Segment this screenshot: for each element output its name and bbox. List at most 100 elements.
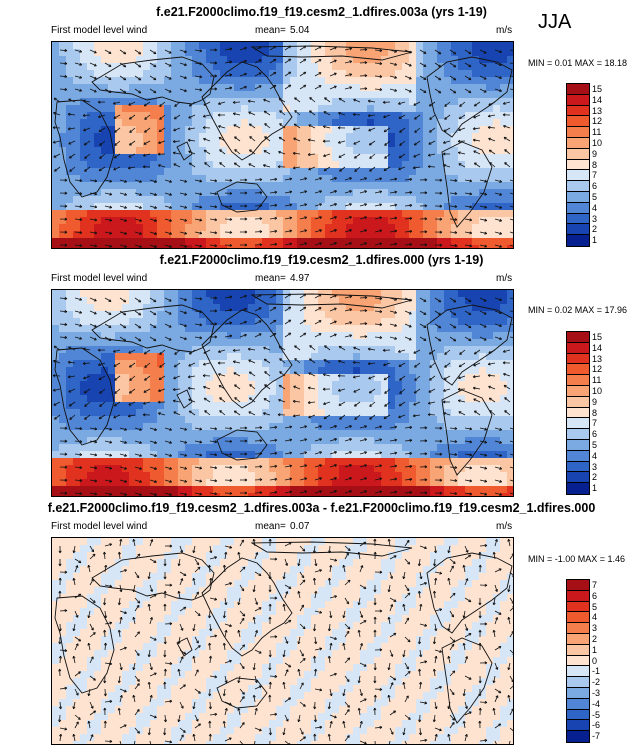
speed-cell: [325, 63, 333, 71]
wind-arrow: [398, 166, 406, 170]
speed-cell: [374, 479, 382, 487]
speed-cell: [507, 381, 513, 389]
speed-cell: [248, 63, 256, 71]
speed-cell: [507, 360, 513, 368]
speed-cell: [500, 119, 508, 127]
speed-cell: [423, 140, 431, 148]
speed-cell: [465, 112, 473, 120]
speed-cell: [507, 311, 513, 319]
wind-arrow: [158, 140, 166, 144]
speed-cell: [318, 63, 326, 71]
speed-cell: [290, 231, 298, 239]
wind-arrowhead: [64, 61, 68, 66]
speed-cell: [66, 297, 74, 305]
speed-cell: [409, 458, 417, 466]
wind-arrowhead: [129, 116, 132, 120]
speed-cell: [486, 231, 494, 239]
wind-map: [51, 289, 514, 497]
speed-cell: [332, 133, 340, 141]
speed-cell: [332, 112, 340, 120]
speed-cell: [381, 458, 389, 466]
speed-cell: [164, 49, 172, 57]
wind-arrow: [359, 88, 368, 90]
speed-cell: [465, 346, 473, 354]
speed-cell: [213, 423, 221, 431]
speed-cell: [178, 70, 186, 78]
speed-cell: [115, 423, 123, 431]
wind-arrowhead: [264, 136, 268, 140]
speed-cell: [206, 479, 214, 487]
speed-cell: [437, 70, 445, 78]
speed-cell: [402, 325, 410, 333]
speed-cell: [248, 416, 256, 424]
speed-cell: [150, 217, 158, 225]
wind-arrow: [164, 218, 172, 222]
speed-cell: [353, 42, 361, 50]
speed-cell: [59, 168, 67, 176]
speed-cell: [388, 105, 396, 113]
speed-cell: [416, 367, 424, 375]
wind-arrowhead: [339, 168, 343, 172]
wind-arrow: [69, 153, 76, 159]
speed-cell: [164, 210, 172, 218]
speed-cell: [332, 217, 340, 225]
speed-cell: [255, 168, 263, 176]
speed-cell: [346, 140, 354, 148]
wind-arrowhead: [293, 123, 297, 127]
speed-cell: [402, 339, 410, 347]
speed-cell: [122, 367, 130, 375]
speed-cell: [318, 182, 326, 190]
speed-cell: [101, 290, 109, 298]
speed-cell: [304, 56, 312, 64]
speed-cell: [451, 437, 459, 445]
speed-cell: [52, 77, 60, 85]
speed-cell: [360, 168, 368, 176]
wind-arrow: [134, 88, 142, 94]
speed-cell: [59, 203, 67, 211]
wind-arrowhead: [229, 47, 233, 51]
speed-cell: [507, 140, 513, 148]
speed-cell: [248, 423, 256, 431]
speed-cell: [269, 154, 277, 162]
wind-arrow: [149, 192, 157, 196]
speed-cell: [486, 451, 494, 459]
speed-cell: [164, 318, 172, 326]
speed-cell: [409, 465, 417, 473]
coastline: [250, 45, 413, 61]
speed-cell: [122, 49, 130, 57]
speed-cell: [241, 231, 249, 239]
speed-cell: [199, 161, 207, 169]
wind-arrow: [173, 152, 181, 155]
speed-cell: [164, 472, 172, 480]
wind-arrowhead: [472, 127, 476, 131]
wind-arrow: [504, 149, 511, 155]
speed-cell: [374, 133, 382, 141]
speed-cell: [297, 444, 305, 452]
speed-cell: [430, 98, 438, 106]
speed-cell: [430, 77, 438, 85]
speed-cell: [381, 77, 389, 85]
speed-cell: [52, 238, 60, 246]
wind-arrow: [74, 179, 83, 182]
speed-cell: [66, 70, 74, 78]
speed-cell: [87, 388, 95, 396]
speed-cell: [276, 472, 284, 480]
speed-cell: [290, 486, 298, 494]
speed-cell: [269, 360, 277, 368]
speed-cell: [346, 189, 354, 197]
speed-cell: [213, 231, 221, 239]
wind-arrowhead: [214, 244, 218, 248]
speed-cell: [73, 210, 81, 218]
speed-cell: [255, 196, 263, 204]
speed-cell: [304, 304, 312, 312]
speed-cell: [276, 402, 284, 410]
speed-cell: [444, 203, 452, 211]
speed-cell: [122, 182, 130, 190]
speed-cell: [430, 133, 438, 141]
speed-cell: [192, 395, 200, 403]
speed-cell: [311, 231, 319, 239]
speed-cell: [458, 416, 466, 424]
speed-cell: [185, 395, 193, 403]
speed-cell: [59, 63, 67, 71]
speed-cell: [234, 70, 242, 78]
